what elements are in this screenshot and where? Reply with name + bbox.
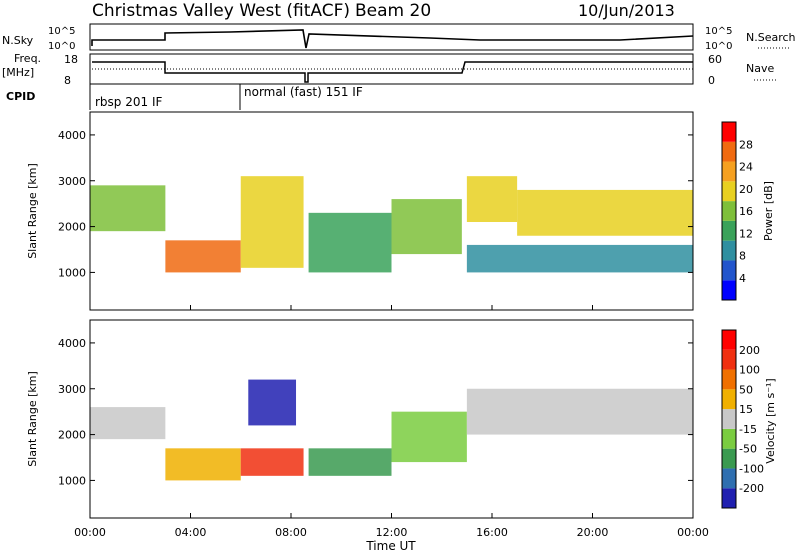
velocity-band-0	[90, 407, 166, 440]
power-band-4	[391, 199, 462, 255]
power-colorbar-tick-5: 8	[739, 250, 746, 263]
velocity-band-2	[240, 448, 304, 476]
x-tick-label-0: 00:00	[74, 526, 106, 539]
power-colorbar-seg-4	[722, 201, 736, 221]
x-tick-label-4: 16:00	[476, 526, 508, 539]
velocity-colorbar-seg-6	[722, 369, 736, 390]
freq-unit: [MHz]	[2, 66, 34, 79]
power-band-1	[165, 240, 241, 273]
nsearch-tick-bottom: 10^0	[705, 41, 732, 52]
nsearch-tick-top: 10^5	[705, 26, 732, 37]
velocity-band-6	[466, 388, 693, 435]
freq-trace	[92, 61, 693, 83]
nsky-tick-top: 10^5	[48, 26, 75, 37]
cpid-label: CPID	[6, 90, 35, 103]
velocity-colorbar-tick-2: 50	[739, 383, 753, 396]
velocity-ytick-label-1: 2000	[58, 429, 86, 442]
power-colorbar-seg-7	[722, 141, 736, 162]
velocity-colorbar-tick-4: -15	[739, 423, 757, 436]
velocity-colorbar-seg-1	[722, 468, 736, 489]
velocity-colorbar-tick-6: -100	[739, 462, 764, 475]
power-colorbar-seg-3	[722, 220, 736, 241]
x-tick-label-1: 04:00	[175, 526, 207, 539]
power-band-7	[466, 244, 693, 273]
velocity-ytick-label-3: 4000	[58, 337, 86, 350]
power-band-6	[517, 189, 693, 236]
nsky-trace	[91, 29, 694, 49]
velocity-band-1	[165, 448, 241, 481]
beam-label: Beam 20	[355, 1, 431, 21]
power-colorbar-tick-2: 20	[739, 183, 753, 196]
nave-tick-top: 60	[708, 53, 722, 66]
velocity-colorbar-tick-5: -50	[739, 443, 757, 456]
power-band-2	[240, 176, 304, 268]
velocity-ylabel: Slant Range [km]	[26, 371, 39, 467]
velocity-colorbar-seg-3	[722, 428, 736, 449]
velocity-ytick-label-0: 1000	[58, 474, 86, 487]
velocity-colorbar-seg-4	[722, 409, 736, 429]
power-colorbar-tick-0: 28	[739, 138, 753, 151]
velocity-colorbar-label: Velocity [m s⁻¹]	[764, 378, 777, 463]
x-axis-label: Time UT	[365, 539, 416, 553]
cpid-segment-2: normal (fast) 151 IF	[244, 85, 363, 99]
freq-label: Freq.	[14, 52, 41, 65]
x-tick-label-3: 12:00	[376, 526, 408, 539]
power-colorbar-seg-0	[722, 280, 736, 300]
velocity-band-3	[248, 379, 297, 426]
power-ytick-label-3: 4000	[58, 129, 86, 142]
nsky-panel: N.Sky 10^5 10^0 10^5 10^0 N.Search	[2, 23, 796, 52]
power-ytick-label-2: 3000	[58, 175, 86, 188]
nave-label: Nave	[746, 62, 774, 75]
power-colorbar-tick-4: 12	[739, 227, 753, 240]
nsky-label: N.Sky	[2, 34, 34, 47]
velocity-band-4	[308, 448, 392, 476]
nsearch-label: N.Search	[746, 31, 796, 44]
freq-panel: Freq. [MHz] 18 8 60 0 Nave CPID rbsp 201…	[2, 52, 778, 110]
velocity-colorbar-frame	[721, 329, 737, 509]
power-colorbar-seg-8	[722, 122, 736, 142]
velocity-colorbar-seg-8	[722, 330, 736, 350]
power-band-3	[308, 212, 392, 273]
power-colorbar-label: Power [dB]	[762, 181, 775, 241]
velocity-colorbar-seg-5	[722, 389, 736, 410]
velocity-colorbar-tick-0: 200	[739, 344, 760, 357]
power-ylabel: Slant Range [km]	[26, 163, 39, 259]
power-colorbar-seg-5	[722, 181, 736, 202]
nave-tick-bottom: 0	[708, 74, 715, 87]
freq-tick-top: 18	[64, 53, 78, 66]
nsky-tick-bottom: 10^0	[48, 41, 75, 52]
cpid-segment-1: rbsp 201 IF	[95, 95, 162, 109]
date-label: 10/Jun/2013	[578, 1, 675, 20]
power-band-0	[90, 185, 166, 232]
velocity-colorbar-seg-7	[722, 349, 736, 370]
x-tick-label-5: 20:00	[577, 526, 609, 539]
velocity-colorbar-tick-1: 100	[739, 364, 760, 377]
station-title: Christmas Valley West (fitACF)	[92, 1, 350, 21]
power-ytick-label-0: 1000	[58, 266, 86, 279]
power-colorbar-tick-6: 4	[739, 272, 746, 285]
power-band-5	[466, 176, 518, 222]
velocity-band-5	[391, 411, 467, 463]
velocity-colorbar-tick-3: 15	[739, 403, 753, 416]
x-tick-label-6: 00:00	[677, 526, 709, 539]
velocity-panel: 1000 2000 3000 4000 Slant Range [km] 200 100…	[26, 319, 777, 519]
x-tick-label-2: 08:00	[275, 526, 307, 539]
power-colorbar-tick-1: 24	[739, 161, 753, 174]
freq-tick-bottom: 8	[64, 74, 71, 87]
velocity-colorbar-tick-7: -200	[739, 482, 764, 495]
power-colorbar-seg-6	[722, 161, 736, 182]
power-panel: 1000 2000 3000 4000 Slant Range [km] 28 24 20…	[26, 111, 775, 311]
power-colorbar-frame	[721, 121, 737, 301]
velocity-colorbar-seg-2	[722, 448, 736, 469]
velocity-colorbar-seg-0	[722, 488, 736, 508]
power-ytick-label-1: 2000	[58, 221, 86, 234]
velocity-ytick-label-2: 3000	[58, 383, 86, 396]
power-colorbar-tick-3: 16	[739, 205, 753, 218]
power-colorbar-seg-2	[722, 240, 736, 261]
power-colorbar-seg-1	[722, 260, 736, 281]
